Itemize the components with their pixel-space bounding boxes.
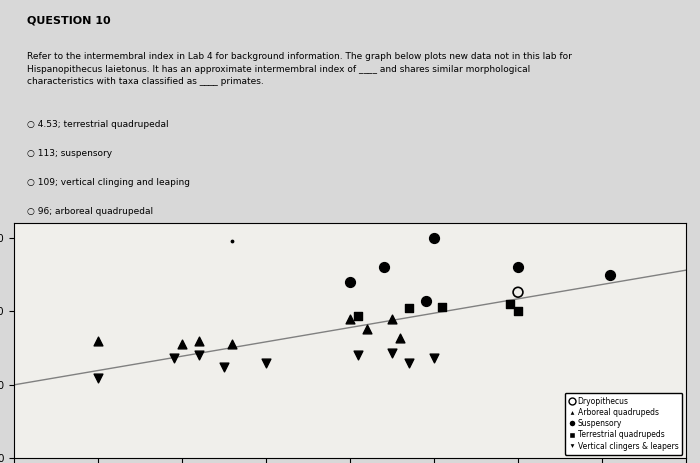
Text: QUESTION 10: QUESTION 10 (27, 16, 111, 25)
Point (403, 359, 414, 367)
Point (437, 303, 448, 311)
Point (504, 300, 515, 308)
Point (227, 237, 238, 244)
Point (428, 234, 440, 242)
Point (168, 355, 179, 362)
Point (193, 352, 204, 359)
Point (227, 340, 238, 347)
Point (260, 359, 272, 367)
Point (605, 271, 616, 278)
Point (420, 297, 431, 305)
Point (512, 263, 524, 271)
Text: ○ 113; suspensory: ○ 113; suspensory (27, 150, 113, 158)
Point (218, 363, 230, 371)
Text: ○ 109; vertical clinging and leaping: ○ 109; vertical clinging and leaping (27, 178, 190, 187)
Point (428, 355, 440, 362)
Text: ○ There is not enough information provided to make a conclusion.: ○ There is not enough information provid… (27, 236, 329, 245)
Text: Refer to the intermembral index in Lab 4 for background information. The graph b: Refer to the intermembral index in Lab 4… (27, 52, 573, 86)
Text: ○ 96; arboreal quadrupedal: ○ 96; arboreal quadrupedal (27, 207, 153, 216)
Point (361, 325, 372, 333)
Point (353, 352, 364, 359)
Point (386, 349, 398, 356)
Point (378, 263, 389, 271)
Legend: Dryopithecus, Arboreal quadrupeds, Suspensory, Terrestrial quadrupeds, Vertical : Dryopithecus, Arboreal quadrupeds, Suspe… (565, 393, 682, 455)
Point (512, 288, 524, 296)
Point (512, 307, 524, 315)
Point (92, 374, 104, 381)
Point (403, 305, 414, 312)
Point (193, 337, 204, 344)
Point (344, 278, 356, 286)
Point (353, 312, 364, 319)
Point (386, 315, 398, 322)
Point (395, 334, 406, 342)
Point (344, 315, 356, 322)
Point (176, 340, 188, 347)
Point (92, 337, 104, 344)
Text: ○ 4.53; terrestrial quadrupedal: ○ 4.53; terrestrial quadrupedal (27, 120, 169, 130)
